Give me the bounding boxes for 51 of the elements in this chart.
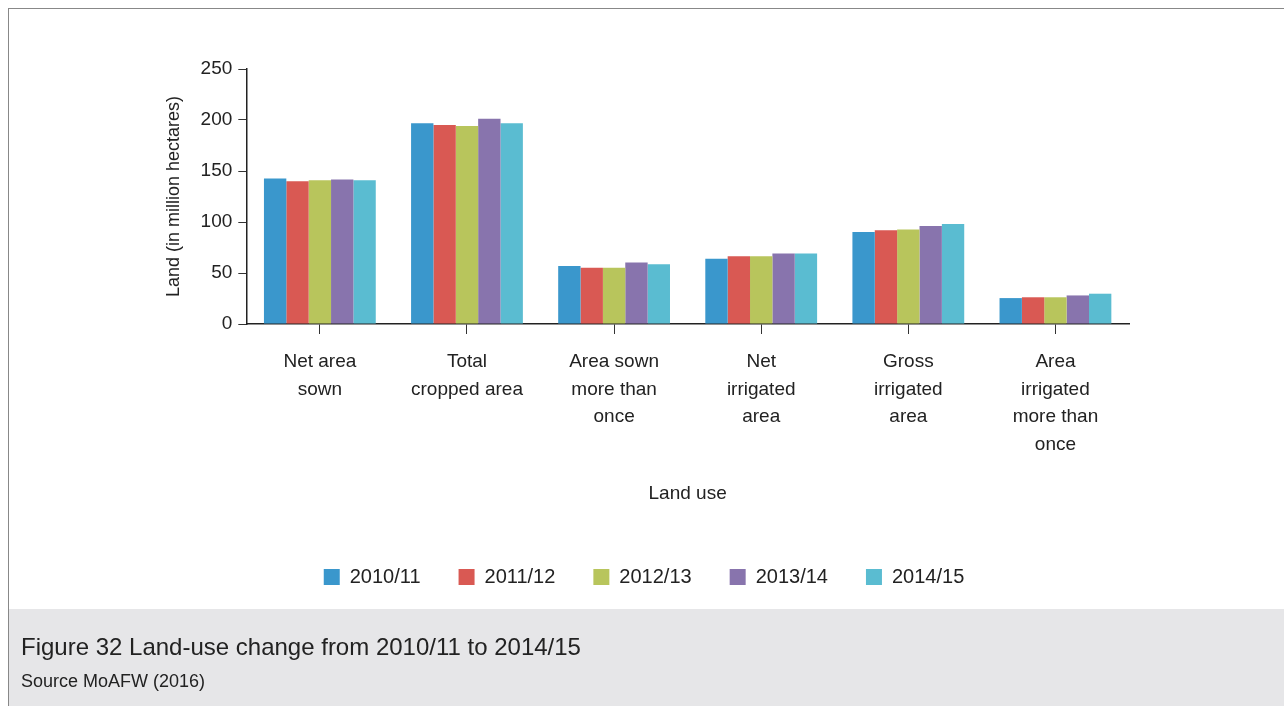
source-note: Source MoAFW (2016)	[21, 671, 207, 692]
legend-label: 2012/13	[619, 564, 692, 587]
legend-label: 2013/14	[755, 564, 828, 587]
text: Figure 32 Land-use change from 2010/11 to 2014/15	[21, 633, 582, 661]
x-tick-label: Net irrigated area	[726, 350, 796, 427]
legend-label: 2011/12	[484, 564, 556, 587]
bar	[897, 229, 920, 324]
bar	[331, 179, 354, 324]
bar	[647, 264, 670, 324]
bar	[353, 180, 376, 324]
y-axis-title: Land (in million hectares)	[162, 95, 183, 298]
bar	[999, 298, 1022, 324]
bar	[727, 256, 751, 324]
y-tick-label: 100	[200, 210, 233, 232]
bar	[874, 230, 898, 324]
bar	[705, 258, 728, 324]
bar	[433, 125, 456, 324]
bar	[941, 224, 965, 324]
bar	[852, 232, 875, 324]
y-tick-label: 150	[200, 159, 233, 181]
y-tick-label: 0	[221, 312, 233, 334]
y-tick-label: 250	[200, 57, 233, 79]
bar	[263, 178, 287, 324]
legend-label: 2014/15	[891, 564, 965, 587]
bar	[558, 265, 581, 324]
bar	[478, 118, 501, 324]
bar	[1066, 295, 1089, 324]
bar	[794, 253, 818, 324]
y-tick-label: 50	[211, 261, 233, 283]
x-tick-label: Area sown more than once	[569, 350, 659, 427]
bar	[625, 262, 648, 324]
bar	[1021, 297, 1045, 324]
bar	[602, 267, 626, 324]
bar	[286, 181, 309, 324]
bar	[500, 123, 523, 324]
bar	[1088, 293, 1112, 324]
bar	[308, 180, 332, 324]
x-tick-label: Gross irrigated area	[874, 350, 943, 427]
bar	[772, 253, 795, 324]
bar	[750, 256, 773, 324]
bar	[411, 123, 434, 324]
x-axis-title: Land use	[648, 481, 727, 503]
bar	[1044, 297, 1067, 324]
bar	[580, 267, 603, 324]
legend-label: 2010/11	[349, 564, 421, 587]
x-tick-label: Area irrigated more than once	[1012, 350, 1099, 454]
bar	[919, 225, 942, 324]
y-tick-label: 200	[200, 108, 233, 130]
bar	[455, 125, 479, 324]
x-tick-label: Total cropped area	[410, 350, 524, 399]
x-tick-label: Net area sown	[283, 350, 357, 399]
